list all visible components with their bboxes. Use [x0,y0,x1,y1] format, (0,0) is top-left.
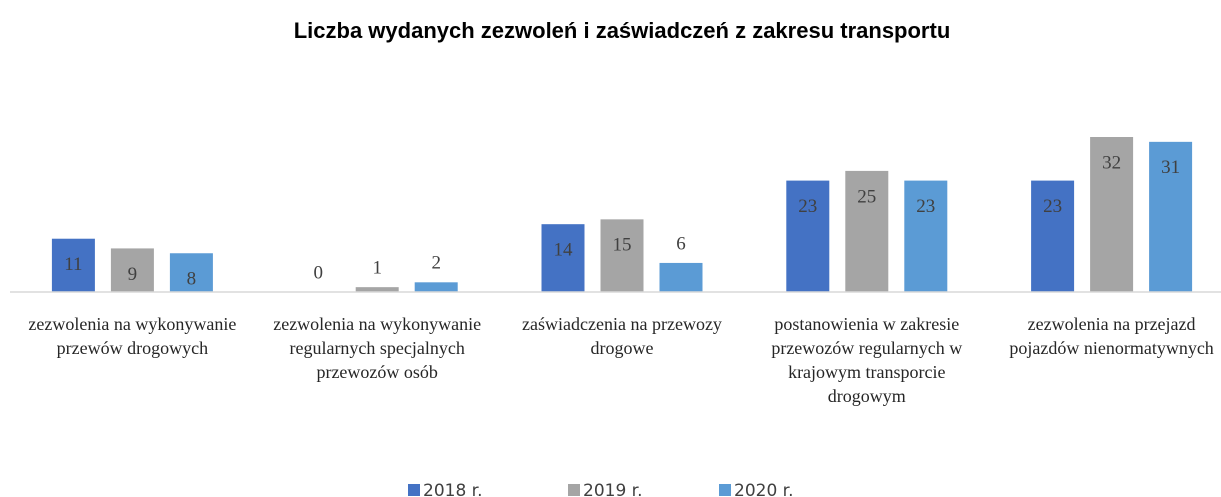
data-label: 23 [1043,196,1062,217]
data-label: 0 [313,262,323,283]
bar [1149,141,1193,292]
data-label: 9 [128,264,138,285]
bar [786,180,830,292]
bar [355,287,399,292]
x-tick-label: zezwolenia na przejazd pojazdów nienorma… [1009,314,1214,358]
legend-swatch [568,484,580,496]
bar [600,219,644,292]
data-label: 23 [798,196,817,217]
data-label: 6 [676,233,686,254]
data-label: 15 [613,235,632,256]
data-label: 14 [554,240,574,261]
legend-label: 2018 r. [423,481,483,497]
bar [845,170,889,292]
bar [904,180,948,292]
bar [541,224,585,292]
bar [169,253,213,292]
x-tick-label: zezwolenia na wykonywanie przewów drogow… [28,314,237,358]
bar [1031,180,1075,292]
data-label: 2 [431,253,441,274]
data-label: 1 [372,258,382,279]
bar [110,248,154,292]
legend-swatch [408,484,420,496]
x-tick-label: zaświadczenia na przewozy drogowe [522,314,722,358]
bar [1090,137,1134,292]
bar [51,238,95,292]
data-label: 11 [64,254,82,275]
bar [414,282,458,292]
legend-swatch [719,484,731,496]
data-label: 8 [187,269,197,290]
x-tick-label: zezwolenia na wykonywanie regularnych sp… [273,314,482,382]
data-label: 32 [1102,152,1121,173]
x-tick-label: postanowienia w zakresie przewozów regul… [771,314,963,406]
data-label: 31 [1161,157,1180,178]
legend-label: 2020 r. [734,481,794,497]
data-label: 25 [857,186,876,207]
data-label: 23 [916,196,935,217]
bar [659,262,703,292]
chart-title: Liczba wydanych zezwoleń i zaświadczeń z… [294,18,951,43]
legend-label: 2019 r. [583,481,643,497]
